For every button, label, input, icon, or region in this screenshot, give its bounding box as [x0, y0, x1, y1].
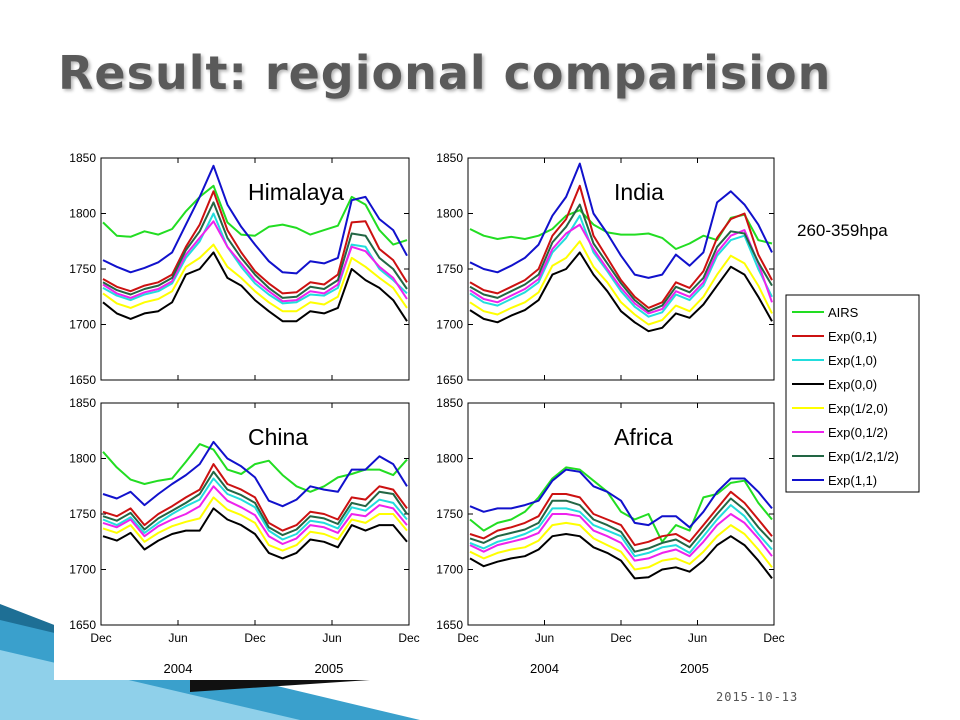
series-line-exp-1-2-0 [469, 521, 773, 571]
legend-item: Exp(0,0) [792, 377, 877, 392]
legend-item: Exp(1,0) [792, 353, 877, 368]
y-tick-label: 1700 [69, 563, 96, 577]
series-line-exp-1-2-1-2 [102, 470, 408, 537]
y-tick-label: 1850 [436, 151, 463, 165]
y-tick-label: 1700 [436, 318, 463, 332]
legend-label: Exp(0,1) [828, 329, 877, 344]
y-tick-label: 1700 [436, 563, 463, 577]
legend-item: Exp(1,1) [792, 473, 877, 488]
year-label: 2005 [680, 661, 709, 676]
panel-title: Africa [614, 424, 673, 450]
x-tick-label: Dec [90, 631, 111, 645]
y-tick-label: 1750 [69, 262, 96, 276]
y-tick-label: 1850 [69, 396, 96, 410]
chart-panels: 1650 1700 1750 1800 1850 Himalaya 1650 1700 1750… [69, 151, 784, 676]
y-tick-label: 1750 [436, 507, 463, 521]
legend-label: Exp(0,0) [828, 377, 877, 392]
series-line-airs [469, 466, 773, 543]
series-line-exp-0-1-2 [102, 220, 408, 303]
plot-area [467, 157, 775, 381]
series-line-exp-0-1-2 [102, 485, 408, 545]
series-line-exp-0-1 [102, 190, 408, 295]
panel-africa: 1650 1700 1750 1800 1850 Dec Jun Dec Jun Dec 2004 2… [436, 396, 784, 676]
y-tick-label: 1800 [436, 207, 463, 221]
series-line-exp-0-1-2 [469, 223, 773, 315]
legend-label: Exp(1,0) [828, 353, 877, 368]
series-line-exp-0-1 [469, 490, 773, 547]
plot-area [100, 157, 410, 381]
series-line-exp-1-1 [102, 440, 408, 508]
panel-title: India [614, 179, 664, 205]
series-line-exp-0-1 [469, 184, 773, 309]
series-line-exp-1-2-1-2 [469, 203, 773, 313]
panel-china: 1650 1700 1750 1800 1850 Dec Jun Dec Jun Dec 2004 2… [69, 396, 419, 676]
series-line-exp-0-1-2 [469, 513, 773, 562]
legend-label: Exp(1/2,1/2) [828, 449, 899, 464]
series-line-exp-0-0 [102, 251, 408, 323]
series-line-exp-1-2-1-2 [102, 201, 408, 299]
y-tick-label: 1850 [69, 151, 96, 165]
year-label: 2004 [530, 661, 559, 676]
legend-item: AIRS [792, 305, 859, 320]
slide-date: 2015-10-13 [716, 690, 799, 704]
series-line-exp-1-2-0 [102, 496, 408, 552]
legend-item: Exp(1/2,0) [792, 401, 888, 416]
x-tick-label: Dec [457, 631, 478, 645]
y-tick-label: 1800 [69, 207, 96, 221]
y-tick-label: 1750 [69, 507, 96, 521]
y-tick-label: 1650 [436, 618, 463, 632]
series-line-exp-0-0 [102, 507, 408, 560]
x-tick-label: Dec [244, 631, 265, 645]
pressure-label: 260-359hpa [797, 221, 888, 240]
legend-label: AIRS [828, 305, 859, 320]
series-line-exp-1-0 [102, 212, 408, 305]
panel-india: 1650 1700 1750 1800 1850 India [436, 151, 775, 387]
legend-label: Exp(1/2,0) [828, 401, 888, 416]
panel-title: China [248, 424, 308, 450]
series-line-airs [102, 443, 408, 493]
legend: AIRS Exp(0,1) Exp(1,0) Exp(0,0) Exp(1/2,0) Ex… [785, 294, 920, 493]
series-line-exp-1-2-0 [469, 240, 773, 326]
series-line-exp-1-2-1-2 [469, 497, 773, 553]
y-tick-label: 1650 [436, 373, 463, 387]
x-tick-label: Jun [168, 631, 187, 645]
series-line-exp-0-0 [469, 251, 773, 333]
series-line-exp-0-1 [102, 463, 408, 532]
y-tick-label: 1750 [436, 262, 463, 276]
x-tick-label: Dec [763, 631, 784, 645]
y-tick-label: 1850 [436, 396, 463, 410]
x-tick-label: Jun [322, 631, 341, 645]
series-line-exp-1-1 [102, 164, 408, 275]
series-line-exp-1-0 [102, 477, 408, 541]
series-line-exp-1-0 [469, 504, 773, 558]
legend-label: Exp(0,1/2) [828, 425, 888, 440]
y-tick-label: 1650 [69, 373, 96, 387]
year-label: 2004 [164, 661, 193, 676]
panel-title: Himalaya [248, 179, 344, 205]
series-line-exp-1-1 [469, 162, 773, 279]
legend-box [785, 294, 920, 493]
series-line-exp-1-1 [469, 468, 773, 529]
y-tick-label: 1800 [436, 452, 463, 466]
x-tick-label: Jun [535, 631, 554, 645]
x-tick-label: Dec [610, 631, 631, 645]
series-line-exp-0-0 [469, 533, 773, 580]
series-line-exp-1-2-0 [102, 243, 408, 313]
legend-item: Exp(0,1) [792, 329, 877, 344]
slide-title: Result: regional comparision [58, 46, 832, 100]
y-tick-label: 1650 [69, 618, 96, 632]
decor-band-black [190, 680, 370, 692]
x-tick-label: Dec [398, 631, 419, 645]
y-tick-label: 1800 [69, 452, 96, 466]
panel-himalaya: 1650 1700 1750 1800 1850 Himalaya [69, 151, 410, 387]
legend-item: Exp(0,1/2) [792, 425, 888, 440]
legend-item: Exp(1/2,1/2) [792, 449, 899, 464]
legend-label: Exp(1,1) [828, 473, 877, 488]
series-line-exp-1-0 [469, 214, 773, 318]
y-tick-label: 1700 [69, 318, 96, 332]
x-tick-label: Jun [688, 631, 707, 645]
year-label: 2005 [314, 661, 343, 676]
